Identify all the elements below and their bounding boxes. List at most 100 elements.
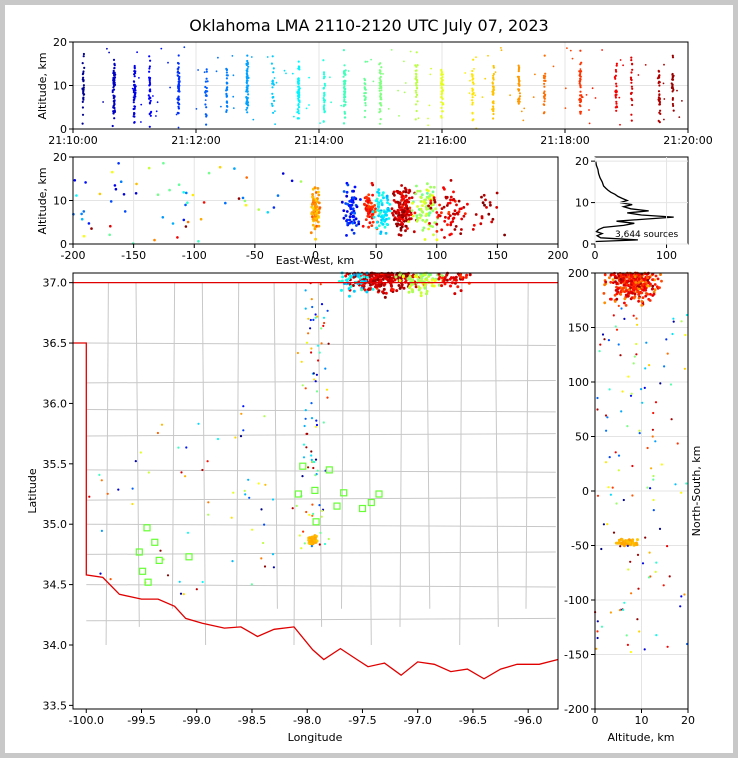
source-point <box>447 210 451 214</box>
source-point <box>418 216 422 220</box>
source-point <box>429 185 432 189</box>
source-point <box>323 82 326 85</box>
source-point <box>630 119 633 122</box>
source-point <box>346 183 350 187</box>
source-point <box>177 86 180 89</box>
source-point <box>666 352 669 355</box>
source-point <box>611 281 615 284</box>
source-point <box>371 287 375 291</box>
source-point <box>315 208 319 212</box>
source-point <box>342 75 345 78</box>
altitude-tick-label: 0 <box>60 123 67 136</box>
source-point <box>186 531 190 534</box>
source-point <box>148 67 151 70</box>
source-point <box>672 104 675 107</box>
source-point <box>350 203 354 207</box>
source-point <box>637 587 640 590</box>
source-point <box>310 402 313 405</box>
source-point <box>155 115 157 117</box>
source-point <box>430 67 432 70</box>
source-point <box>509 94 511 97</box>
county-line <box>86 584 556 588</box>
source-point <box>615 502 618 505</box>
source-point <box>291 72 294 75</box>
source-point <box>205 77 208 80</box>
source-point <box>632 314 635 317</box>
source-point <box>620 541 623 545</box>
source-point <box>623 297 627 301</box>
northsouth-altitude-xlabel: Altitude, km <box>607 731 674 744</box>
source-point <box>479 222 483 226</box>
source-point <box>581 96 584 99</box>
source-point <box>601 333 605 336</box>
source-point <box>273 77 276 79</box>
source-point <box>446 202 450 205</box>
source-point <box>651 435 654 438</box>
source-point <box>404 195 407 199</box>
eastwest-tick-label: 200 <box>548 249 569 262</box>
source-point <box>397 216 401 219</box>
source-point <box>298 87 301 90</box>
source-point <box>656 277 660 281</box>
source-point <box>307 332 310 335</box>
source-point <box>133 80 136 83</box>
source-point <box>246 106 249 109</box>
source-point <box>440 80 444 83</box>
county-line <box>459 282 463 646</box>
source-point <box>135 182 138 186</box>
source-point <box>266 56 269 58</box>
source-point <box>403 207 406 211</box>
source-point <box>271 96 274 99</box>
source-point <box>449 195 453 199</box>
source-point <box>245 88 248 91</box>
source-point <box>368 221 372 225</box>
source-point <box>317 190 320 194</box>
source-point <box>81 73 84 76</box>
source-point <box>308 76 310 79</box>
source-point <box>651 278 654 281</box>
altitude-histogram-y-ticks: 0 10 20 <box>575 155 688 251</box>
station-marker <box>299 462 307 470</box>
source-point <box>312 372 315 375</box>
source-point <box>454 275 458 279</box>
source-point <box>366 210 370 214</box>
source-point <box>652 292 656 296</box>
source-point <box>359 198 362 201</box>
source-point <box>403 60 405 63</box>
source-point <box>627 291 631 294</box>
source-point <box>239 435 243 438</box>
source-point <box>613 76 617 79</box>
source-point <box>426 191 429 195</box>
source-point <box>304 409 307 412</box>
source-point <box>617 469 620 472</box>
source-point <box>663 365 666 368</box>
source-point <box>643 386 646 389</box>
source-point <box>404 229 407 233</box>
source-point <box>247 93 250 96</box>
source-point <box>343 70 346 73</box>
source-point <box>672 88 675 91</box>
source-point <box>670 86 674 89</box>
source-point <box>112 112 115 115</box>
source-point <box>117 162 120 165</box>
source-point <box>637 293 640 296</box>
source-point <box>396 191 400 195</box>
county-line <box>86 551 556 555</box>
source-point <box>176 61 180 65</box>
source-point <box>414 64 417 67</box>
station-marker <box>143 524 151 532</box>
source-point <box>320 327 323 330</box>
source-point <box>226 105 229 108</box>
source-point <box>641 296 645 299</box>
source-point <box>436 215 440 219</box>
source-point <box>385 217 388 221</box>
source-point <box>628 541 632 545</box>
source-point <box>323 92 326 95</box>
source-point <box>407 200 411 204</box>
county-line <box>86 469 556 473</box>
source-point <box>392 213 395 217</box>
source-point <box>410 283 413 287</box>
source-point <box>595 647 598 650</box>
source-point <box>177 107 180 110</box>
source-point <box>440 86 443 89</box>
